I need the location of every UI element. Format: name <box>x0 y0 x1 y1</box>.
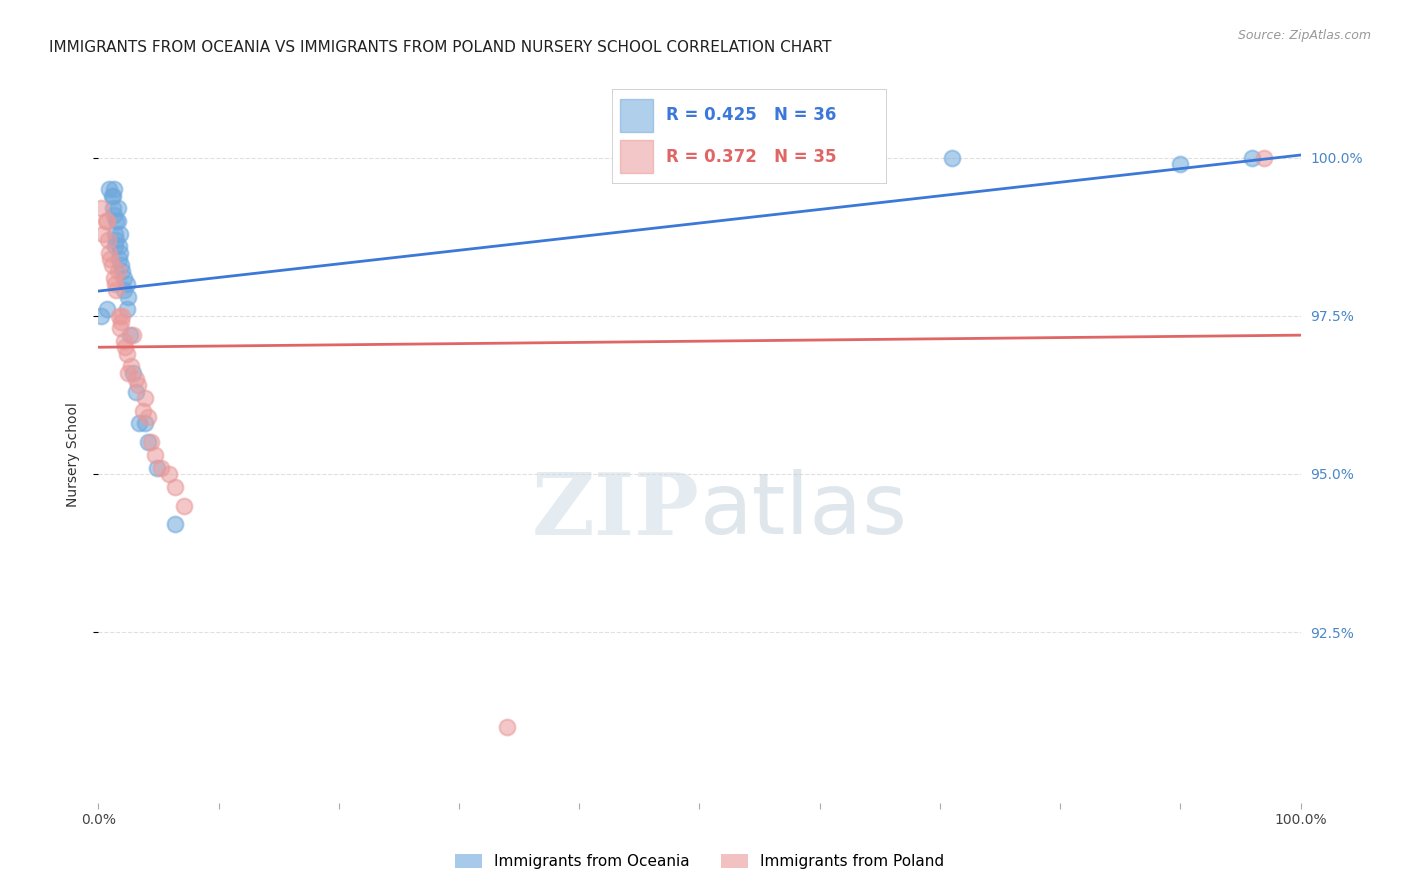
Point <box>125 384 148 399</box>
Point <box>108 309 131 323</box>
Point <box>90 309 112 323</box>
Point <box>132 403 155 417</box>
Point <box>107 201 129 215</box>
Point <box>117 347 139 361</box>
Point <box>134 417 156 431</box>
Point <box>117 302 139 317</box>
Point <box>94 214 117 228</box>
Bar <box>620 98 652 132</box>
Point <box>117 290 139 304</box>
Point <box>143 448 166 462</box>
Point <box>165 479 187 493</box>
Point <box>141 435 163 450</box>
Point <box>104 277 127 292</box>
Point <box>101 188 124 202</box>
Text: R = 0.372   N = 35: R = 0.372 N = 35 <box>666 148 837 166</box>
Point <box>134 391 156 405</box>
Point <box>108 321 131 335</box>
Point <box>118 327 141 342</box>
Point <box>103 208 125 222</box>
Point <box>101 201 124 215</box>
Point <box>111 309 134 323</box>
Point <box>127 378 149 392</box>
Point <box>96 302 118 317</box>
Point <box>111 264 134 278</box>
Point <box>105 214 128 228</box>
Point <box>98 182 121 196</box>
Point <box>136 435 159 450</box>
Text: atlas: atlas <box>700 469 907 552</box>
Point <box>97 233 120 247</box>
Point <box>157 467 180 481</box>
Point <box>112 334 135 348</box>
Point <box>105 233 128 247</box>
Point <box>110 258 132 272</box>
Point <box>125 372 148 386</box>
Point <box>108 227 131 241</box>
Point <box>120 359 142 374</box>
Point <box>98 245 121 260</box>
Point <box>117 366 139 380</box>
Point <box>1241 151 1264 165</box>
Point <box>110 315 132 329</box>
Text: R = 0.425   N = 36: R = 0.425 N = 36 <box>666 106 837 124</box>
Point <box>108 245 131 260</box>
Point <box>112 284 135 298</box>
Point <box>100 188 122 202</box>
Point <box>107 214 129 228</box>
Point <box>136 409 159 424</box>
Text: ZIP: ZIP <box>531 468 700 552</box>
Point <box>114 340 136 354</box>
Point <box>108 239 131 253</box>
Point <box>1253 151 1275 165</box>
Point <box>91 227 114 241</box>
Point <box>149 460 172 475</box>
Legend: Immigrants from Oceania, Immigrants from Poland: Immigrants from Oceania, Immigrants from… <box>449 848 950 875</box>
Point <box>104 239 127 253</box>
Text: Source: ZipAtlas.com: Source: ZipAtlas.com <box>1237 29 1371 42</box>
Point <box>122 366 145 380</box>
Point <box>1170 157 1192 171</box>
Point <box>496 720 519 734</box>
Point <box>146 460 169 475</box>
Bar <box>620 140 652 173</box>
Point <box>96 214 118 228</box>
Point <box>100 252 122 266</box>
Y-axis label: Nursery School: Nursery School <box>66 402 80 508</box>
Point <box>103 270 125 285</box>
Point <box>122 327 145 342</box>
Point <box>165 517 187 532</box>
Point <box>108 252 131 266</box>
Text: IMMIGRANTS FROM OCEANIA VS IMMIGRANTS FROM POLAND NURSERY SCHOOL CORRELATION CHA: IMMIGRANTS FROM OCEANIA VS IMMIGRANTS FR… <box>49 40 832 55</box>
Point <box>107 264 129 278</box>
Point <box>100 258 122 272</box>
Point <box>103 182 125 196</box>
Point <box>117 277 139 292</box>
Point <box>105 284 128 298</box>
Point <box>90 201 112 215</box>
Point <box>128 417 150 431</box>
Point <box>112 270 135 285</box>
Point <box>941 151 963 165</box>
Point <box>104 227 127 241</box>
Point <box>173 499 195 513</box>
